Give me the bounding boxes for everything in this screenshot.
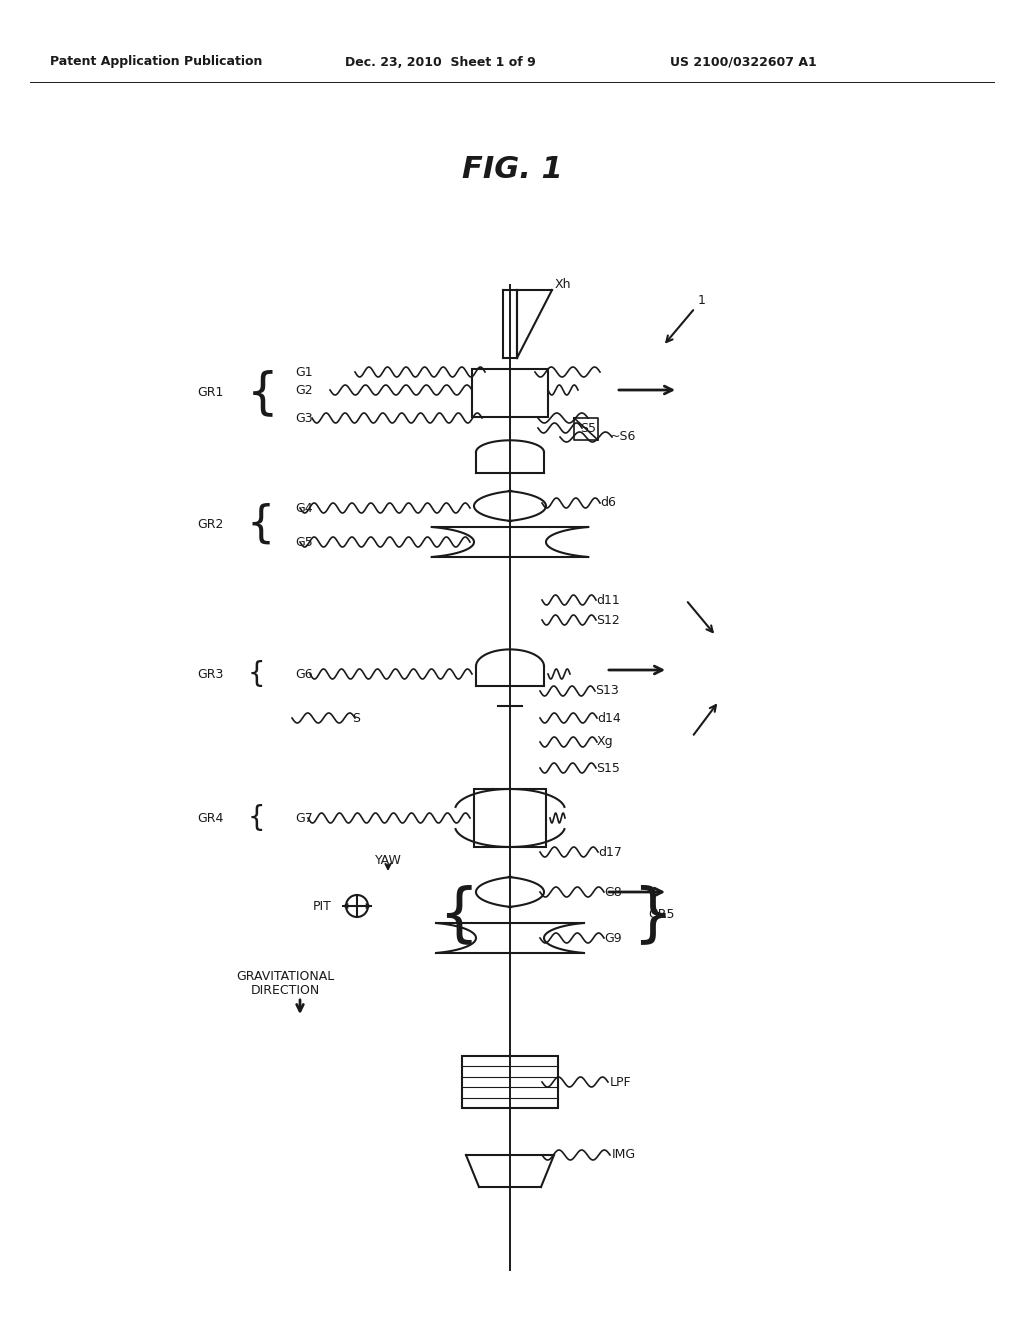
Text: d6: d6 [600,496,615,510]
Text: {: { [438,884,478,946]
Text: GR3: GR3 [197,668,223,681]
Text: Dec. 23, 2010  Sheet 1 of 9: Dec. 23, 2010 Sheet 1 of 9 [345,55,536,69]
Text: d14: d14 [597,711,621,725]
Text: GR5: GR5 [648,908,675,921]
Text: G7: G7 [295,812,312,825]
Text: {: { [248,660,265,688]
Text: G4: G4 [295,502,312,515]
Text: S5: S5 [580,421,596,434]
Text: YAW: YAW [375,854,401,866]
Text: PIT: PIT [313,899,332,912]
Text: S: S [352,711,360,725]
Text: GR1: GR1 [197,387,223,400]
Bar [472,370,548,417]
Text: US 2100/0322607 A1: US 2100/0322607 A1 [670,55,817,69]
Text: 1: 1 [698,294,706,308]
Text: GR2: GR2 [197,517,223,531]
Text: FIG. 1: FIG. 1 [462,156,562,185]
Text: ~S6: ~S6 [610,430,636,444]
Text: G1: G1 [295,366,312,379]
Text: {: { [247,503,275,545]
Text: G3: G3 [295,412,312,425]
Bar [462,1056,558,1107]
Text: GR4: GR4 [197,812,223,825]
Text: G6: G6 [295,668,312,681]
Text: Xh: Xh [555,279,571,292]
Text: G9: G9 [604,932,622,945]
Text: d17: d17 [598,846,622,858]
Text: S15: S15 [596,762,620,775]
Text: }: } [632,884,673,946]
Text: G2: G2 [295,384,312,396]
Text: {: { [248,804,265,832]
Text: d11: d11 [596,594,620,606]
Text: S13: S13 [595,685,618,697]
Bar [474,789,546,847]
Text: GRAVITATIONAL: GRAVITATIONAL [236,969,334,982]
Text: S12: S12 [596,614,620,627]
Text: G8: G8 [604,886,622,899]
Text: DIRECTION: DIRECTION [251,985,319,998]
Text: IMG: IMG [612,1148,636,1162]
Text: {: { [247,370,279,417]
Text: G5: G5 [295,536,312,549]
Text: Patent Application Publication: Patent Application Publication [50,55,262,69]
Text: Xg: Xg [597,735,613,748]
Text: LPF: LPF [610,1076,632,1089]
